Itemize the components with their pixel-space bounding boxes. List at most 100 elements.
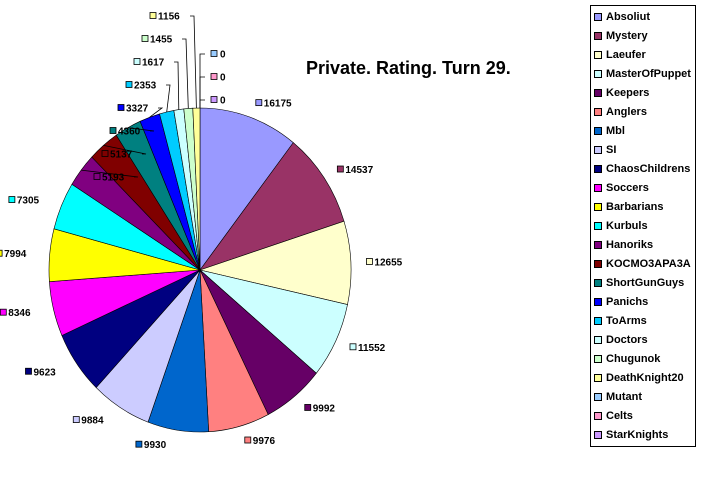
data-label-swatch-toarms xyxy=(125,81,133,88)
legend-item-keepers: Keepers xyxy=(594,85,649,101)
data-label-mystery: 14537 xyxy=(345,165,373,176)
data-label-barbarians: 7994 xyxy=(4,249,27,260)
leader-line-chugunok xyxy=(182,38,189,109)
legend-item-kocmo3apa3a: KOCMO3APA3A xyxy=(594,256,691,272)
data-label-swatch-barbarians xyxy=(0,249,3,257)
legend-item-mutant: Mutant xyxy=(594,389,642,405)
legend-item-anglers: Anglers xyxy=(594,104,647,120)
data-label-swatch-masterofpuppet xyxy=(349,343,357,351)
legend-swatch xyxy=(594,412,602,420)
legend-item-masterofpuppet: MasterOfPuppet xyxy=(594,66,691,82)
legend-label: Celts xyxy=(606,410,633,422)
data-label-swatch-doctors xyxy=(133,58,141,65)
data-label-soccers: 8346 xyxy=(8,308,31,319)
legend-swatch xyxy=(594,146,602,154)
legend-swatch xyxy=(594,374,602,382)
leader-line-doctors xyxy=(174,61,180,110)
legend-swatch xyxy=(594,336,602,344)
legend-item-deathknight20: DeathKnight20 xyxy=(594,370,684,386)
chart-title: Private. Rating. Turn 29. xyxy=(306,58,511,78)
legend-item-hanoriks: Hanoriks xyxy=(594,237,653,253)
legend-swatch xyxy=(594,165,602,173)
data-label-swatch-soccers xyxy=(0,308,7,316)
legend-label: Mbl xyxy=(606,125,625,137)
data-label-swatch-si xyxy=(72,416,80,423)
data-label-starknights: 0 xyxy=(220,96,226,107)
legend-item-chaoschildrens: ChaosChildrens xyxy=(594,161,690,177)
legend-swatch xyxy=(594,70,602,78)
data-label-swatch-mutant xyxy=(210,50,218,57)
legend-item-mbl: Mbl xyxy=(594,123,625,139)
data-label-doctors: 1617 xyxy=(142,58,165,69)
legend-swatch xyxy=(594,108,602,116)
legend-label: DeathKnight20 xyxy=(606,372,684,384)
pie-slices xyxy=(48,107,352,433)
legend-label: Soccers xyxy=(606,182,649,194)
data-label-swatch-shortgunguys xyxy=(109,127,117,134)
pie-leader-lines xyxy=(81,15,205,178)
legend-swatch xyxy=(594,298,602,306)
legend-swatch xyxy=(594,127,602,135)
legend-swatch xyxy=(594,260,602,268)
data-label-panichs: 3327 xyxy=(126,104,149,115)
data-label-toarms: 2353 xyxy=(134,81,157,92)
leader-line-celts xyxy=(199,76,205,108)
legend-swatch xyxy=(594,89,602,97)
legend-item-soccers: Soccers xyxy=(594,180,649,196)
legend-item-doctors: Doctors xyxy=(594,332,648,348)
legend-label: Barbarians xyxy=(606,201,664,213)
data-label-swatch-panichs xyxy=(117,104,125,111)
data-label-deathknight20: 1156 xyxy=(158,12,180,23)
data-label-swatch-deathknight20 xyxy=(149,12,157,19)
legend-swatch xyxy=(594,184,602,192)
data-label-anglers: 9976 xyxy=(253,436,276,447)
data-label-swatch-kocmo3apa3a xyxy=(101,150,109,157)
legend-item-mystery: Mystery xyxy=(594,28,648,44)
legend-swatch xyxy=(594,241,602,249)
legend-item-kurbuls: Kurbuls xyxy=(594,218,648,234)
data-label-kurbuls: 7305 xyxy=(17,196,40,207)
data-label-swatch-chaoschildrens xyxy=(25,367,32,375)
data-label-swatch-mbl xyxy=(135,440,143,448)
legend-swatch xyxy=(594,317,602,325)
legend-swatch xyxy=(594,222,602,230)
data-label-chaoschildrens: 9623 xyxy=(33,367,56,378)
legend-item-chugunok: Chugunok xyxy=(594,351,660,367)
data-label-swatch-keepers xyxy=(304,404,312,411)
legend-label: Kurbuls xyxy=(606,220,648,232)
legend-label: Panichs xyxy=(606,296,649,308)
legend-label: ChaosChildrens xyxy=(606,163,691,175)
legend-label: KOCMO3APA3A xyxy=(606,258,691,270)
legend-label: StarKnights xyxy=(606,429,669,441)
data-label-celts: 0 xyxy=(220,73,226,84)
legend-item-laeufer: Laeufer xyxy=(594,47,646,63)
legend-label: Hanoriks xyxy=(606,239,654,251)
legend-label: ToArms xyxy=(606,315,647,327)
legend-swatch xyxy=(594,279,602,287)
leader-line-starknights xyxy=(199,99,205,108)
pie-slice-absoliut xyxy=(199,107,294,271)
legend-label: Mystery xyxy=(606,30,648,42)
legend-item-celts: Celts xyxy=(594,408,633,424)
leader-line-toarms xyxy=(166,84,171,113)
legend-swatch xyxy=(594,431,602,439)
legend-item-shortgunguys: ShortGunGuys xyxy=(594,275,684,291)
legend-label: Laeufer xyxy=(606,49,646,61)
legend-swatch xyxy=(594,32,602,40)
leader-line-kocmo3apa3a xyxy=(103,145,147,155)
data-label-swatch-starknights xyxy=(210,96,218,103)
legend-label: Doctors xyxy=(606,334,648,346)
leader-line-shortgunguys xyxy=(127,127,155,132)
data-label-chugunok: 1455 xyxy=(150,35,173,46)
leader-line-deathknight20 xyxy=(190,15,197,109)
data-label-swatch-absoliut xyxy=(255,99,263,107)
data-label-swatch-hanoriks xyxy=(93,173,101,180)
leader-line-panichs xyxy=(149,107,164,118)
data-label-shortgunguys: 4360 xyxy=(118,127,141,138)
chart-legend: Absoliut Mystery Laeufer MasterOfPuppet Keep… xyxy=(590,5,696,447)
pie-data-labels: 16175 14537 12655 11552 9992 9976 9930 9884 9623… xyxy=(0,12,403,451)
data-label-si: 9884 xyxy=(81,416,104,427)
legend-label: Keepers xyxy=(606,87,650,99)
data-label-swatch-mystery xyxy=(336,165,344,173)
